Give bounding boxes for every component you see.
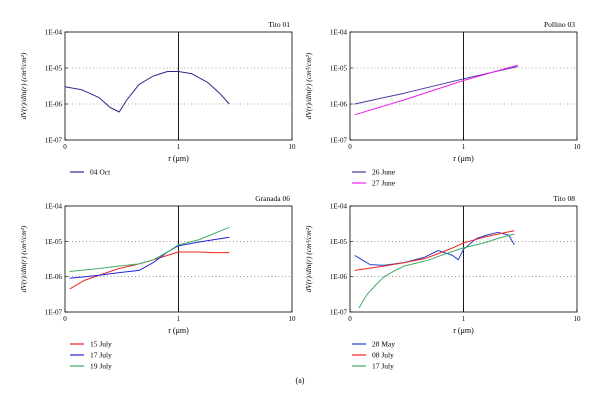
legend-label: 17 July — [90, 351, 112, 360]
series-line — [354, 230, 515, 271]
x-tick-label: 10 — [574, 315, 582, 323]
y-tick-label: 1E-07 — [45, 309, 63, 317]
legend-label: 08 July — [372, 351, 394, 360]
y-tick-label: 1E-06 — [45, 101, 63, 109]
series-line — [69, 236, 230, 279]
x-tick-label: 1 — [177, 315, 181, 323]
chart-title: Granada 06 — [255, 194, 290, 203]
legend-label: 15 July — [90, 340, 112, 349]
y-tick-label: 1E-05 — [45, 238, 63, 246]
x-tick-label: 1 — [462, 315, 466, 323]
x-tick-label: 10 — [574, 143, 582, 151]
legend-label: 28 May — [372, 340, 395, 349]
x-tick-label: 0 — [63, 143, 67, 151]
y-tick-label: 1E-05 — [330, 65, 348, 73]
y-tick-label: 1E-06 — [330, 273, 348, 281]
y-tick-label: 1E-07 — [45, 137, 63, 145]
series-line — [64, 71, 230, 113]
chart-panel-4: 1E-07 1E-06 1E-05 1E-04 0 1 10 Tito 08 r (μm) dV(… — [304, 194, 581, 371]
y-tick-label: 1E-04 — [330, 29, 348, 37]
y-tick-label: 1E-04 — [330, 203, 348, 211]
y-tick-label: 1E-06 — [45, 273, 63, 281]
x-axis-label: r (μm) — [453, 326, 474, 335]
x-tick-label: 1 — [177, 143, 181, 151]
series-line — [69, 226, 230, 272]
chart-panel-3: 1E-07 1E-06 1E-05 1E-04 0 1 10 Granada 06 r (μm)… — [19, 194, 296, 371]
series-line — [358, 233, 515, 309]
series-line — [354, 231, 515, 266]
x-tick-label: 0 — [348, 315, 352, 323]
legend-label: 04 Oct — [90, 168, 111, 177]
chart-title: Tito 08 — [553, 194, 575, 203]
y-tick-label: 1E-05 — [45, 65, 63, 73]
x-axis-label: r (μm) — [168, 326, 189, 335]
y-axis-label: dV(r)/dln(r) (cm³/cm²) — [19, 52, 28, 119]
chart-panel-1: 1E-07 1E-06 1E-05 1E-04 0 1 10 Tito 01 r (μm) dV(… — [19, 20, 296, 177]
legend-label: 26 June — [372, 168, 396, 177]
series-line — [69, 251, 230, 290]
y-axis-label: dV(r)/dln(r) (cm³/cm²) — [304, 225, 313, 292]
legend-label: 27 June — [372, 179, 396, 188]
x-axis-label: r (μm) — [453, 154, 474, 163]
x-tick-label: 10 — [289, 143, 297, 151]
series-line — [354, 64, 518, 116]
y-tick-label: 1E-04 — [45, 29, 63, 37]
y-axis-label: dV(r)/dln(r) (cm³/cm²) — [304, 52, 313, 119]
figure-caption: (a) — [295, 376, 305, 385]
x-tick-label: 0 — [63, 315, 67, 323]
x-axis-label: r (μm) — [168, 154, 189, 163]
y-tick-label: 1E-07 — [330, 137, 348, 145]
legend-label: 19 July — [90, 362, 112, 371]
y-tick-label: 1E-05 — [330, 238, 348, 246]
legend-label: 17 July — [372, 362, 394, 371]
chart-title: Tito 01 — [268, 20, 290, 29]
x-tick-label: 10 — [289, 315, 297, 323]
chart-title: Pollino 03 — [544, 20, 575, 29]
y-tick-label: 1E-07 — [330, 309, 348, 317]
y-tick-label: 1E-04 — [45, 203, 63, 211]
x-tick-label: 0 — [348, 143, 352, 151]
chart-panel-2: 1E-07 1E-06 1E-05 1E-04 0 1 10 Pollino 03 r (μm)… — [304, 20, 581, 188]
y-tick-label: 1E-06 — [330, 101, 348, 109]
x-tick-label: 1 — [462, 143, 466, 151]
y-axis-label: dV(r)/dln(r) (cm³/cm²) — [19, 225, 28, 292]
